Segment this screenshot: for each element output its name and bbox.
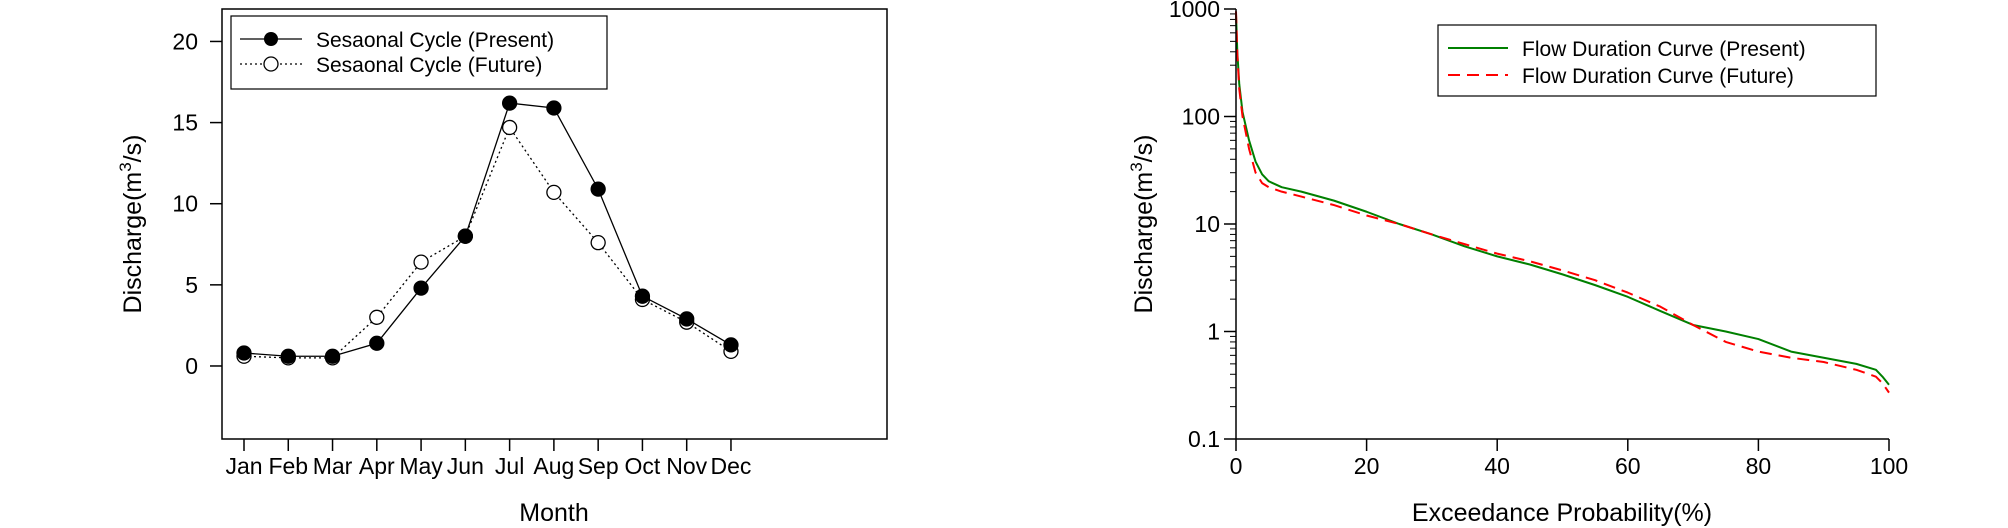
series-lines: [243, 102, 732, 359]
x-tick-label-dec: Dec: [711, 453, 752, 479]
y-axis-label: Discharge(m3/s): [116, 135, 147, 314]
y-tick-label: 1000: [1169, 0, 1220, 22]
present-point-feb: [280, 348, 296, 364]
present-point-jul: [501, 95, 518, 111]
present-point-mar: [324, 348, 341, 364]
legend-label-present: Flow Duration Curve (Present): [1522, 38, 1806, 61]
legend: Sesaonal Cycle (Present) Sesaonal Cycle …: [230, 15, 608, 90]
y-tick-label: 15: [172, 110, 198, 136]
x-tick-label: 20: [1354, 453, 1380, 479]
x-tick-label-jan: Jan: [225, 453, 262, 479]
present-point-aug: [546, 100, 562, 116]
x-tick-label: 80: [1746, 453, 1772, 479]
future-point-aug: [546, 184, 562, 201]
y-tick-label: 0.1: [1188, 426, 1220, 452]
legend-marker-future: [263, 56, 279, 72]
legend: Flow Duration Curve (Present) Flow Durat…: [1437, 24, 1877, 97]
x-tick-label-aug: Aug: [533, 453, 574, 479]
x-tick-label-feb: Feb: [268, 453, 308, 479]
y-tick-label: 20: [172, 28, 198, 54]
legend-label-future: Sesaonal Cycle (Future): [316, 54, 542, 77]
legend-box: [230, 15, 608, 90]
seasonal-cycle-chart: 0 5 10 15 20 Jan Feb Mar Apr May Jun Jul Aug Sep Oct N…: [116, 8, 888, 527]
y-axis: 0 5 10 15 20: [172, 28, 222, 379]
series-present-line: [1235, 13, 1890, 386]
present-point-may: [413, 280, 429, 296]
x-tick-label: 0: [1230, 453, 1243, 479]
x-tick-label-mar: Mar: [313, 453, 353, 479]
future-point-jul: [501, 119, 518, 136]
x-axis: 0 20 40 60 80 100: [1230, 439, 1908, 479]
y-tick-label: 0: [185, 353, 198, 379]
present-point-apr: [369, 335, 385, 351]
y-tick-label: 10: [172, 191, 198, 217]
x-axis: Jan Feb Mar Apr May Jun Jul Aug Sep Oct Nov Dec: [225, 439, 751, 479]
x-tick-label-jul: Jul: [495, 453, 524, 479]
present-point-sep: [590, 181, 606, 197]
future-point-may: [413, 254, 429, 270]
series-markers: [236, 95, 739, 366]
future-point-apr: [369, 309, 385, 325]
y-axis: 0.1 1 10 100 1000: [1169, 0, 1236, 452]
y-axis-label: Discharge(m3/s): [1127, 135, 1158, 314]
x-axis-label: Exceedance Probability(%): [1412, 499, 1712, 527]
present-point-oct: [634, 288, 651, 304]
flow-duration-chart: 0.1 1 10 100 1000 0 20 40 60 80 100 Exceedance Pr…: [1127, 0, 1908, 527]
x-tick-label: 60: [1615, 453, 1641, 479]
y-tick-label: 5: [185, 272, 198, 298]
y-tick-label: 10: [1194, 211, 1220, 237]
x-axis-label: Month: [519, 499, 588, 527]
present-point-jan: [236, 345, 252, 361]
x-tick-label-oct: Oct: [625, 453, 661, 479]
future-point-sep: [590, 235, 606, 251]
present-point-jun: [457, 228, 474, 244]
x-tick-label-jun: Jun: [447, 453, 484, 479]
legend-box: [1437, 24, 1877, 97]
x-tick-label: 100: [1870, 453, 1908, 479]
series-lines: [1235, 11, 1890, 394]
y-tick-label: 100: [1182, 104, 1220, 130]
legend-marker-present: [264, 32, 278, 46]
legend-label-present: Sesaonal Cycle (Present): [316, 29, 554, 52]
present-point-dec: [723, 337, 739, 353]
x-tick-label-may: May: [399, 453, 443, 479]
series-future-line: [1235, 11, 1890, 394]
present-point-nov: [679, 311, 695, 327]
y-tick-label: 1: [1207, 319, 1220, 345]
series-future-line: [243, 126, 732, 359]
series-present-line: [243, 102, 732, 357]
x-tick-label-nov: Nov: [666, 453, 707, 479]
x-tick-label-sep: Sep: [578, 453, 619, 479]
x-tick-label: 40: [1484, 453, 1510, 479]
legend-label-future: Flow Duration Curve (Future): [1522, 65, 1794, 88]
x-tick-label-apr: Apr: [359, 453, 395, 479]
